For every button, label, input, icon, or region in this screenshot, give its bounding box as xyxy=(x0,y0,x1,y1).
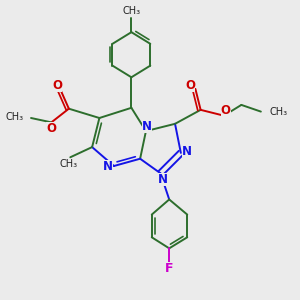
Text: N: N xyxy=(158,172,168,186)
Text: CH₃: CH₃ xyxy=(269,106,287,117)
Text: F: F xyxy=(165,262,173,275)
Text: O: O xyxy=(221,104,231,117)
Text: N: N xyxy=(103,160,112,172)
Text: O: O xyxy=(52,79,62,92)
Text: CH₃: CH₃ xyxy=(6,112,24,122)
Text: CH₃: CH₃ xyxy=(60,159,78,169)
Text: O: O xyxy=(185,80,195,92)
Text: N: N xyxy=(142,120,152,133)
Text: O: O xyxy=(46,122,56,135)
Text: CH₃: CH₃ xyxy=(122,6,140,16)
Text: N: N xyxy=(182,145,192,158)
